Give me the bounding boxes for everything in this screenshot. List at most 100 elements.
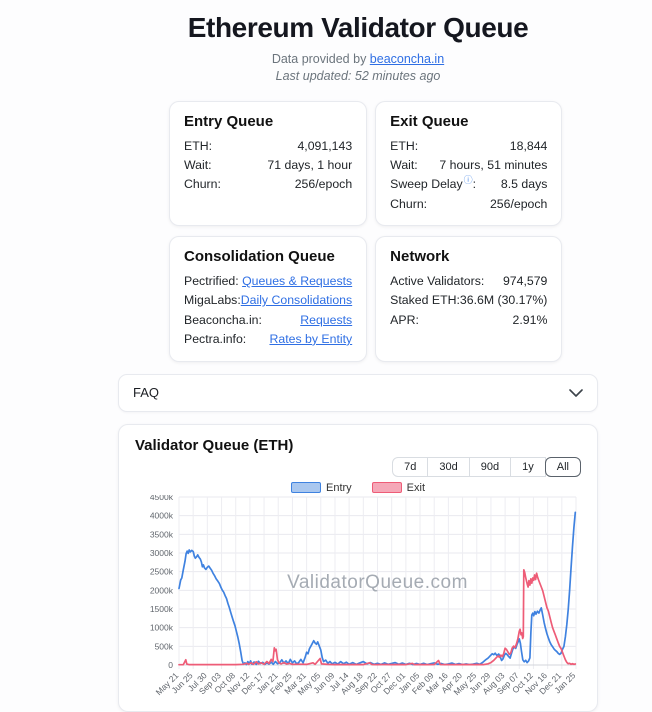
row-label-text: ETH: <box>184 138 213 153</box>
range-button-7d[interactable]: 7d <box>392 456 429 477</box>
row-label: Wait: <box>184 157 212 173</box>
row-value: 974,579 <box>502 273 548 288</box>
card-row: ETH: 4,091,143 <box>184 136 352 155</box>
page-title: Ethereum Validator Queue <box>187 12 529 43</box>
card-row: Beaconcha.in: Requests <box>184 310 352 329</box>
range-button-30d[interactable]: 30d <box>427 456 470 477</box>
legend-label: Entry <box>325 481 352 494</box>
card-title: Exit Queue <box>390 113 469 130</box>
row-label: APR: <box>390 312 419 328</box>
page-content: Ethereum Validator Queue Data provided b… <box>118 0 598 712</box>
card-row: ETH: 18,844 <box>390 136 547 155</box>
series-line-exit <box>178 568 577 666</box>
row-label-text: ETH: <box>390 138 419 153</box>
y-tick-label: 500k <box>155 641 174 651</box>
row-label-text: APR: <box>390 312 419 327</box>
stat-cards-grid: Entry Queue ETH: 4,091,143 Wait: 71 days, 1 … <box>169 101 563 362</box>
y-tick-label: 3000k <box>150 548 174 558</box>
row-label-text: Pectrified: <box>184 273 239 288</box>
range-button-all[interactable]: All <box>544 456 581 477</box>
chart-title: Validator Queue (ETH) <box>135 436 294 454</box>
y-tick-label: 4000k <box>150 510 174 520</box>
card-row: Pectra.info: Rates by Entity <box>184 329 352 348</box>
y-tick-label: 0 <box>168 660 173 670</box>
row-label: Churn: <box>184 176 221 192</box>
card-row: Staked ETH: 36.6M (30.17%) <box>390 291 547 310</box>
chevron-down-icon <box>569 384 583 402</box>
row-label-text: Wait: <box>390 157 418 172</box>
range-button-90d[interactable]: 90d <box>468 456 512 477</box>
card-exit-queue: Exit Queue ETH: 18,844 Wait: 7 hours, 51 min… <box>375 101 563 227</box>
legend-label: Exit <box>406 481 426 494</box>
card-row: Wait: 71 days, 1 hour <box>184 155 352 174</box>
row-value: 18,844 <box>509 138 548 153</box>
row-label-text: Pectra.info: <box>184 331 247 346</box>
y-tick-label: 2000k <box>150 585 174 595</box>
row-label: Staked ETH: <box>390 292 460 308</box>
row-label-text: Active Validators: <box>390 273 485 288</box>
row-value: 7 hours, 51 minutes <box>439 157 548 172</box>
series-line-entry <box>178 511 577 666</box>
row-value: 36.6M (30.17%) <box>459 293 548 308</box>
row-label: Pectrified: <box>184 273 239 289</box>
card-row: Pectrified: Queues & Requests <box>184 271 352 290</box>
row-label: ETH: <box>184 138 212 154</box>
row-value: 2.91% <box>512 312 548 327</box>
row-label-text: Staked ETH: <box>390 293 460 308</box>
legend-swatch-entry <box>290 482 321 494</box>
row-label-text: Beaconcha.in: <box>184 312 262 327</box>
row-value-link[interactable]: Rates by Entity <box>269 331 353 346</box>
provider-link[interactable]: beaconcha.in <box>369 52 445 66</box>
y-tick-label: 1000k <box>150 622 174 632</box>
validator-queue-chart-card: Validator Queue (ETH) 7d 30d 90d 1y All Entr… <box>118 423 598 712</box>
legend-item-exit[interactable]: Exit <box>371 481 426 494</box>
card-title: Network <box>390 248 450 266</box>
y-tick-label: 3500k <box>150 529 174 539</box>
row-label: ETH: <box>390 138 418 154</box>
row-label-text: Churn: <box>390 196 428 211</box>
row-label-text: Churn: <box>184 177 221 192</box>
last-updated: Last updated: 52 minutes ago <box>275 69 441 83</box>
row-value-link[interactable]: Requests <box>300 312 353 327</box>
range-button-1y[interactable]: 1y <box>510 456 546 477</box>
watermark: ValidatorQueue.com <box>287 572 468 593</box>
row-value: 256/epoch <box>489 196 548 211</box>
card-row: APR: 2.91% <box>390 310 547 329</box>
row-label: Pectra.info: <box>184 331 246 347</box>
row-value-link[interactable]: Daily Consolidations <box>240 293 353 308</box>
row-label-text: Wait: <box>184 157 212 172</box>
row-value: 256/epoch <box>294 177 353 192</box>
row-label-text: MigaLabs: <box>184 293 241 308</box>
card-network: Network Active Validators: 974,579 Staked E… <box>375 236 563 362</box>
card-row: Active Validators: 974,579 <box>390 271 547 290</box>
row-label: Churn: <box>390 196 427 212</box>
faq-label: FAQ <box>133 385 160 401</box>
card-title: Entry Queue <box>184 113 274 130</box>
page-header: Ethereum Validator Queue Data provided b… <box>118 0 598 83</box>
row-value: 8.5 days <box>500 177 548 192</box>
range-button-group: 7d 30d 90d 1y All <box>135 456 581 477</box>
provider-line: Data provided by beaconcha.in <box>118 52 598 66</box>
row-label: Active Validators: <box>390 273 484 289</box>
card-row: MigaLabs: Daily Consolidations <box>184 291 352 310</box>
legend-item-entry[interactable]: Entry <box>290 481 352 494</box>
chart-legend: Entry Exit <box>135 482 581 494</box>
card-title: Consolidation Queue <box>184 248 335 266</box>
y-tick-label: 1500k <box>150 604 174 614</box>
provider-prefix: Data provided by <box>271 52 370 66</box>
legend-swatch-exit <box>371 482 402 494</box>
row-value: 71 days, 1 hour <box>267 157 353 172</box>
card-row: Churn: 256/epoch <box>390 194 547 213</box>
info-icon[interactable]: ⓘ <box>463 175 473 186</box>
faq-accordion[interactable]: FAQ <box>118 373 598 412</box>
y-tick-label: 4500k <box>150 495 174 502</box>
row-label: Beaconcha.in: <box>184 312 262 328</box>
row-label-suffix: : <box>472 177 477 192</box>
card-row: Sweep Delayⓘ: 8.5 days <box>390 175 547 194</box>
row-label: Wait: <box>390 157 418 173</box>
validator-queue-chart[interactable]: 0 500k 1000k 1500k 2000k 2500k 3000k 3500k 4000k… <box>135 495 581 703</box>
card-consolidation-queue: Consolidation Queue Pectrified: Queues & R… <box>169 236 368 362</box>
row-label: Sweep Delayⓘ: <box>390 176 476 192</box>
row-value-link[interactable]: Queues & Requests <box>242 273 353 288</box>
row-value: 4,091,143 <box>297 138 353 153</box>
